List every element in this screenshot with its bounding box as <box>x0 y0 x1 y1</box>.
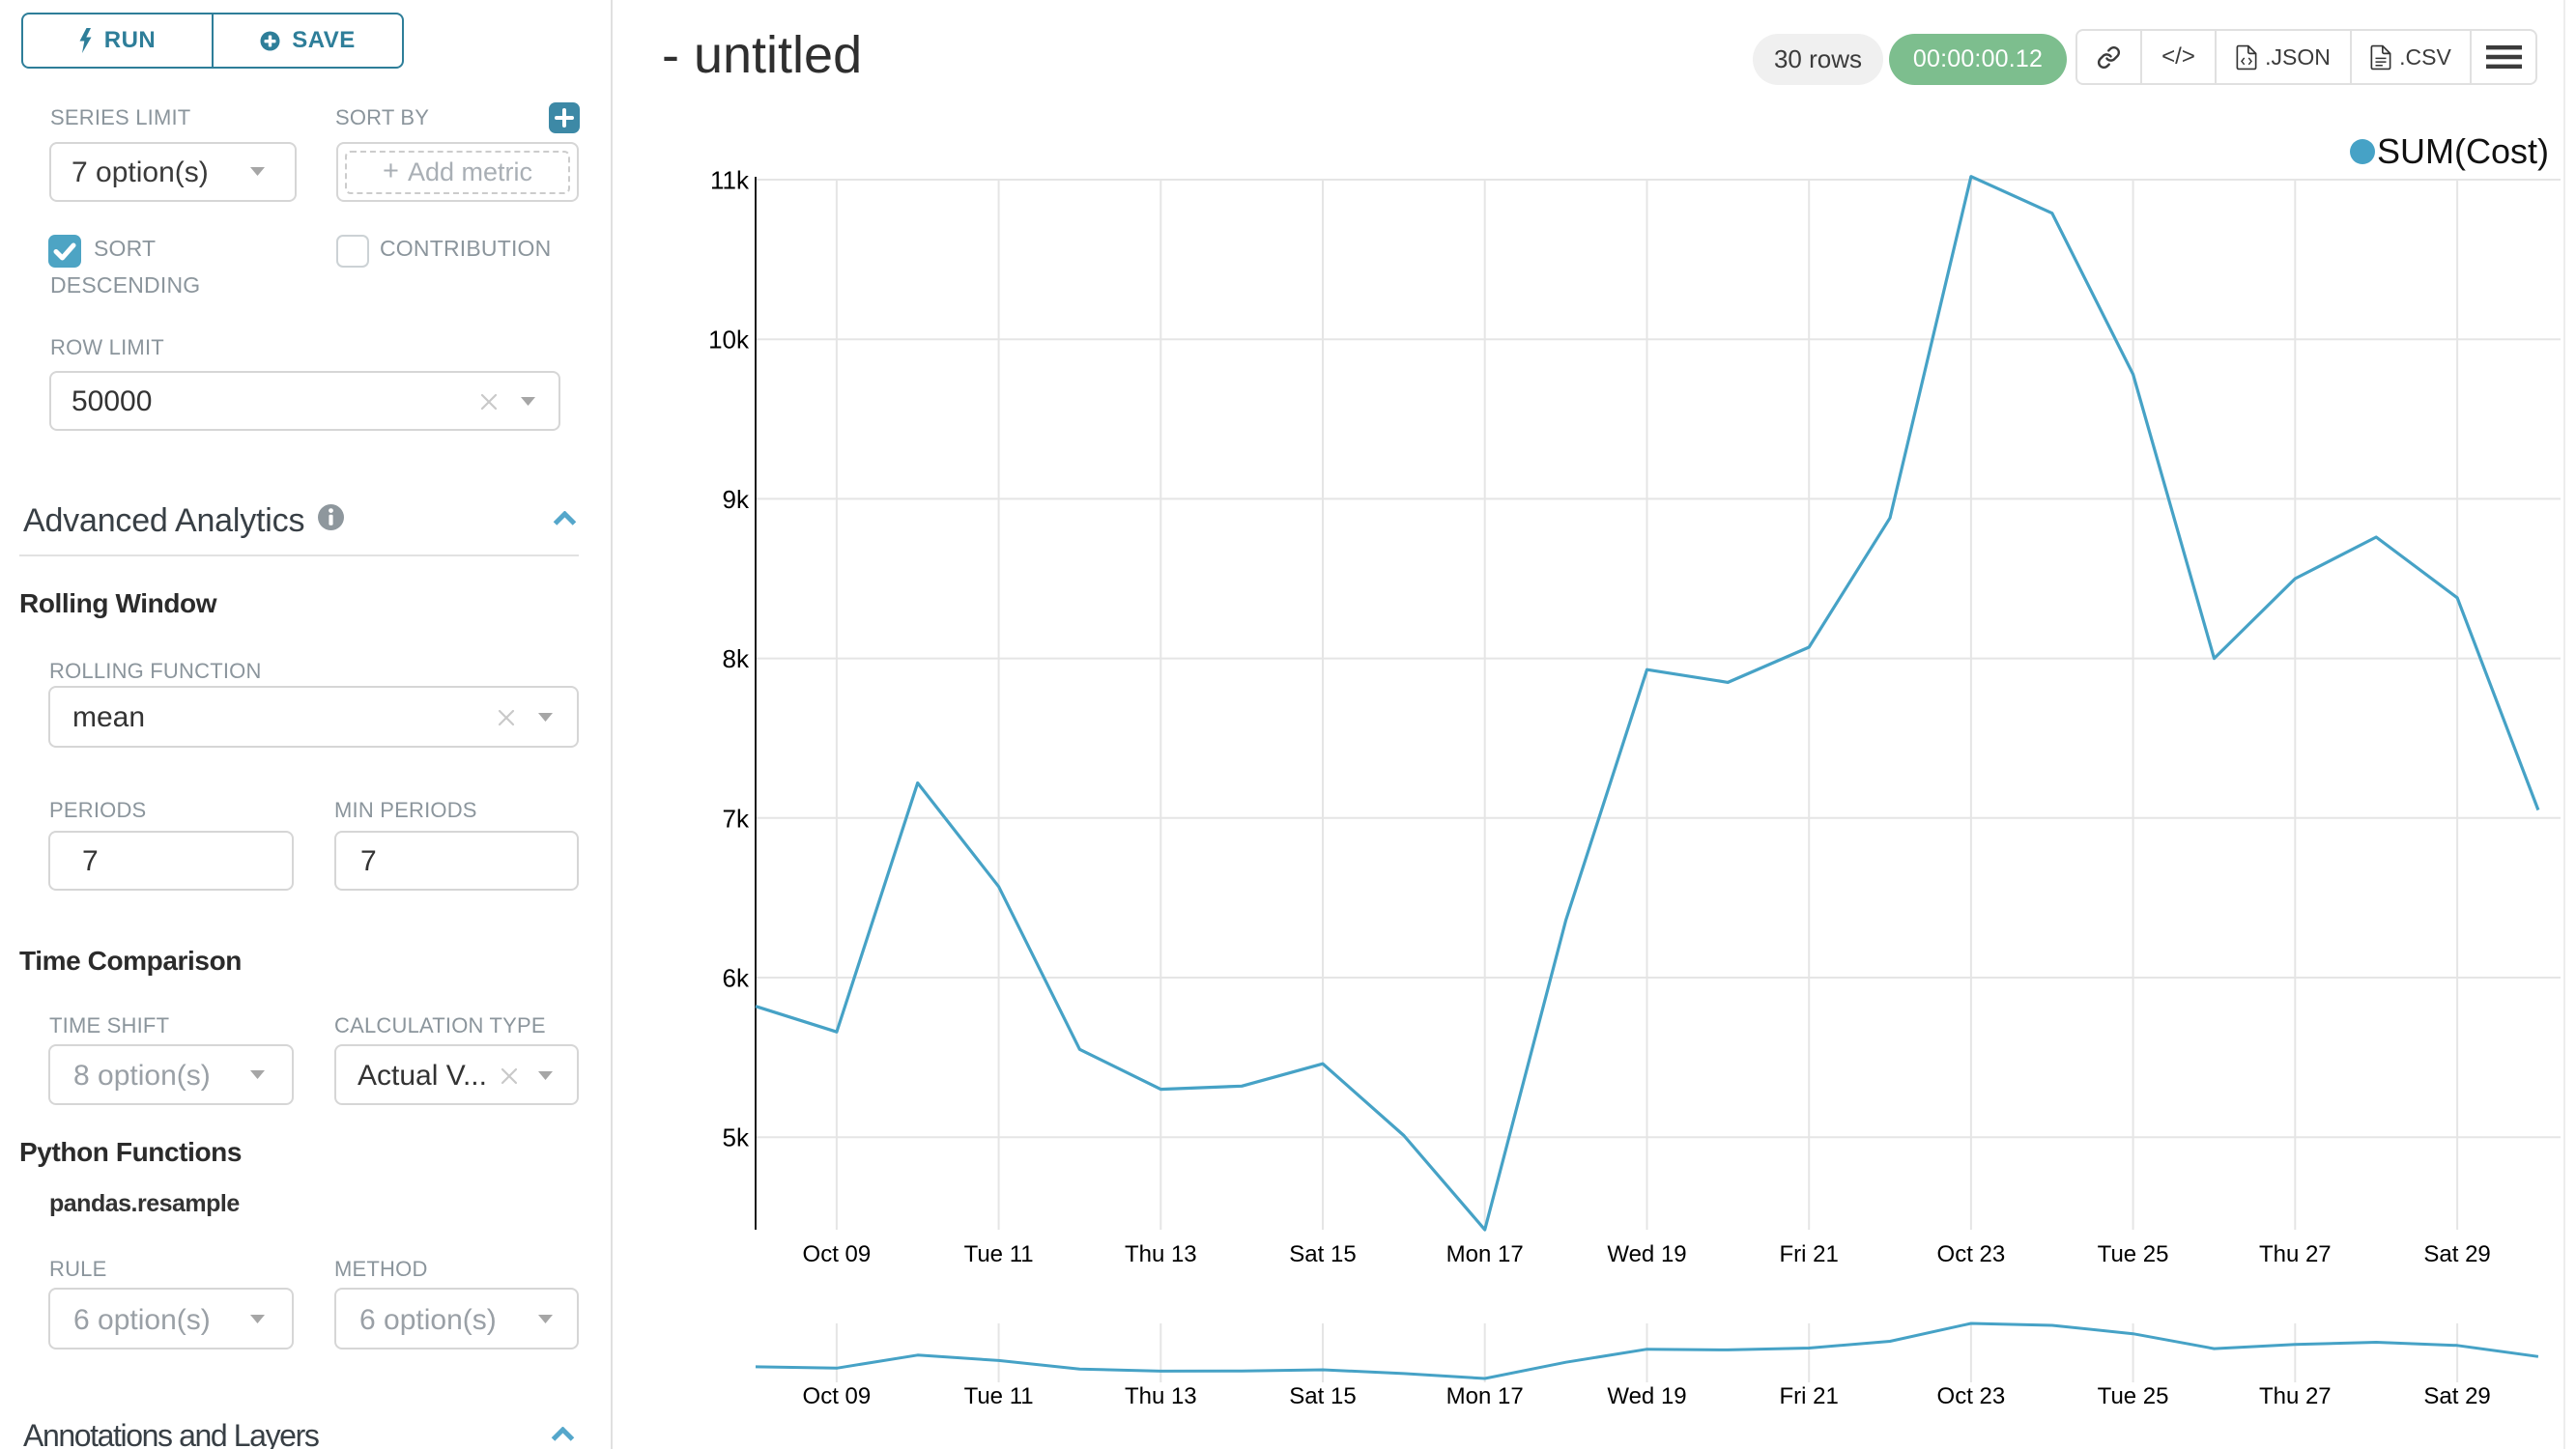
svg-text:6k: 6k <box>723 964 750 993</box>
svg-text:9k: 9k <box>723 485 750 514</box>
svg-text:Tue 11: Tue 11 <box>964 1241 1034 1267</box>
svg-text:Oct 23: Oct 23 <box>1937 1241 2006 1267</box>
svg-text:Tue 25: Tue 25 <box>2098 1241 2169 1267</box>
svg-text:Mon 17: Mon 17 <box>1446 1383 1524 1409</box>
svg-text:Oct 09: Oct 09 <box>803 1241 872 1267</box>
svg-text:SUM(Cost): SUM(Cost) <box>2377 131 2549 171</box>
svg-text:10k: 10k <box>708 326 750 355</box>
svg-text:Fri 21: Fri 21 <box>1780 1241 1839 1267</box>
svg-text:Tue 11: Tue 11 <box>964 1383 1034 1409</box>
svg-text:Tue 25: Tue 25 <box>2098 1383 2169 1409</box>
svg-text:Fri 21: Fri 21 <box>1780 1383 1839 1409</box>
svg-text:Thu 13: Thu 13 <box>1125 1241 1197 1267</box>
svg-text:Wed 19: Wed 19 <box>1607 1241 1686 1267</box>
svg-text:5k: 5k <box>723 1123 750 1152</box>
svg-text:Thu 27: Thu 27 <box>2259 1241 2332 1267</box>
svg-text:Sat 15: Sat 15 <box>1289 1383 1356 1409</box>
svg-text:Sat 15: Sat 15 <box>1289 1241 1356 1267</box>
svg-text:Mon 17: Mon 17 <box>1446 1241 1524 1267</box>
svg-text:Thu 27: Thu 27 <box>2259 1383 2332 1409</box>
svg-text:8k: 8k <box>723 644 750 673</box>
svg-text:7k: 7k <box>723 804 750 833</box>
svg-text:Oct 09: Oct 09 <box>803 1383 872 1409</box>
svg-text:Sat 29: Sat 29 <box>2423 1241 2490 1267</box>
svg-text:Oct 23: Oct 23 <box>1937 1383 2006 1409</box>
svg-text:Thu 13: Thu 13 <box>1125 1383 1197 1409</box>
svg-text:Sat 29: Sat 29 <box>2423 1383 2490 1409</box>
svg-text:Wed 19: Wed 19 <box>1607 1383 1686 1409</box>
svg-text:11k: 11k <box>710 166 750 195</box>
